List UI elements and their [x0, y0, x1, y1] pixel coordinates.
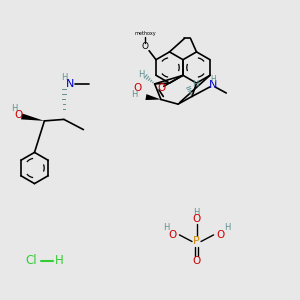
Text: O: O	[169, 230, 177, 240]
Text: H: H	[192, 80, 198, 89]
Text: H: H	[138, 70, 145, 80]
Text: H: H	[163, 223, 169, 232]
Text: O: O	[192, 214, 201, 224]
Text: O: O	[14, 110, 23, 121]
Text: N: N	[209, 80, 218, 91]
Polygon shape	[146, 94, 161, 100]
Text: H: H	[61, 74, 67, 82]
Text: P: P	[193, 236, 200, 247]
Text: H: H	[211, 75, 216, 84]
Polygon shape	[21, 113, 44, 121]
Text: H: H	[55, 254, 64, 268]
Text: H: H	[224, 223, 231, 232]
Text: H: H	[11, 104, 18, 113]
Text: N: N	[66, 79, 74, 89]
Text: O: O	[134, 83, 142, 93]
Text: O: O	[157, 83, 166, 93]
Text: O: O	[217, 230, 225, 240]
Text: O: O	[192, 256, 201, 266]
Text: H: H	[131, 90, 137, 99]
Text: O: O	[142, 42, 149, 51]
Text: methoxy: methoxy	[135, 31, 156, 36]
Text: Cl: Cl	[26, 254, 37, 268]
Text: H: H	[193, 208, 200, 217]
